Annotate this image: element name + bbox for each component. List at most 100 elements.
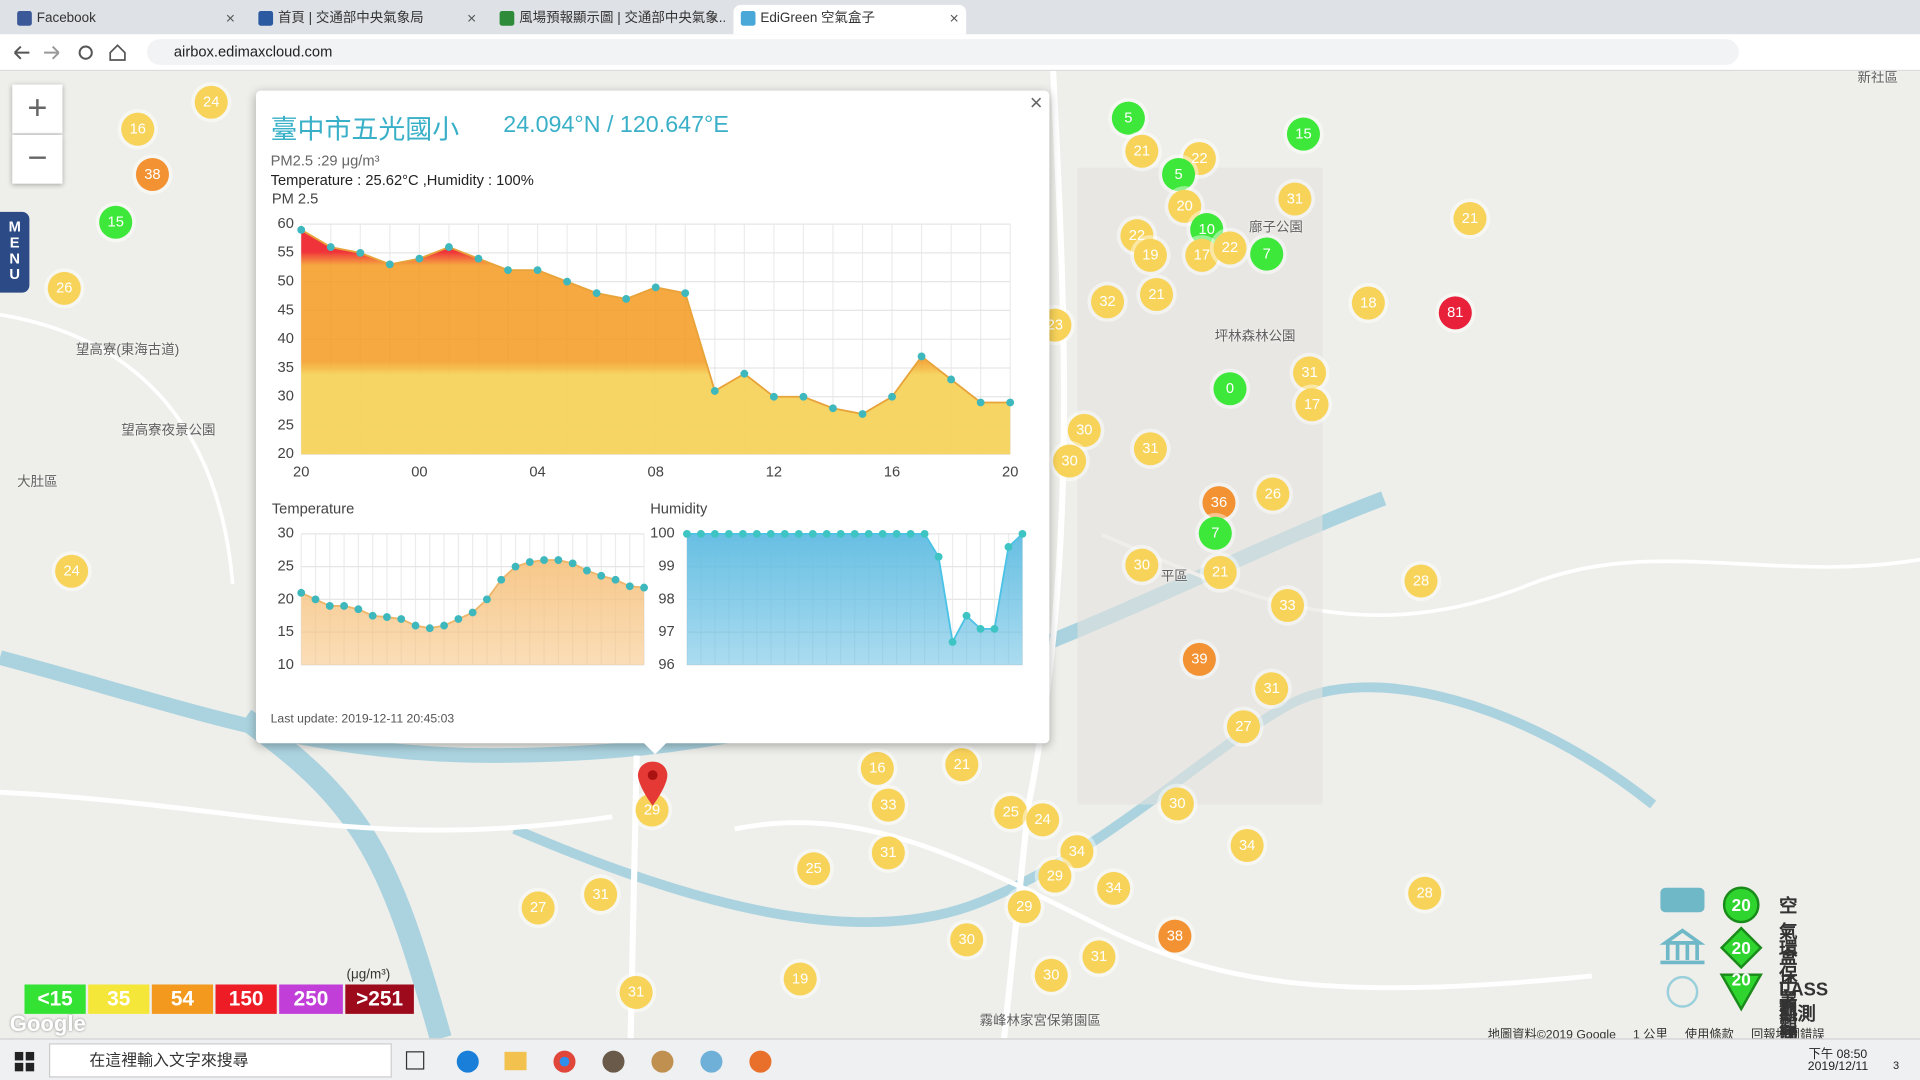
taskbar-apps[interactable]: [404, 1047, 784, 1076]
map-marker[interactable]: 34: [1060, 835, 1094, 869]
map-marker[interactable]: 22: [1182, 142, 1216, 176]
legend-swatch: 250: [279, 984, 343, 1014]
map-marker[interactable]: 21: [1203, 555, 1237, 589]
map-marker[interactable]: 38: [1158, 919, 1192, 953]
map-marker[interactable]: 26: [47, 271, 81, 305]
browser-tab[interactable]: EdiGreen 空氣盒子 ×: [733, 4, 967, 35]
map-marker[interactable]: 19: [1133, 238, 1167, 272]
data-point: [311, 595, 320, 604]
y-tick-label: 99: [658, 559, 674, 575]
data-point: [836, 529, 845, 538]
map-marker[interactable]: 24: [1026, 803, 1060, 837]
map-marker[interactable]: 21: [1125, 134, 1159, 168]
start-button[interactable]: [14, 1051, 35, 1072]
legend-swatch: <15: [24, 984, 86, 1014]
tab-strip: Facebook × 首頁 | 交通部中央氣象局 × 風場預報顯示圖 | 交通部中央氣象…: [0, 0, 1920, 35]
map-marker[interactable]: 21: [1140, 277, 1174, 312]
map-marker[interactable]: 27: [1226, 710, 1261, 744]
close-button[interactable]: ×: [1029, 90, 1043, 116]
map-marker[interactable]: 33: [1271, 588, 1305, 623]
browser-tab[interactable]: 首頁 | 交通部中央氣象局 ×: [251, 5, 484, 34]
map-marker[interactable]: 29: [1038, 859, 1072, 893]
notification-count[interactable]: 3: [1893, 1059, 1900, 1072]
data-point: [533, 266, 542, 275]
map-marker[interactable]: 30: [1160, 787, 1194, 821]
map-marker[interactable]: 22: [1213, 231, 1247, 265]
map-marker[interactable]: 16: [860, 751, 894, 785]
zoom-out[interactable]: −: [12, 134, 63, 184]
map-marker[interactable]: 31: [871, 836, 905, 870]
browser-tab[interactable]: Facebook ×: [10, 5, 243, 34]
map-marker[interactable]: 27: [521, 891, 555, 925]
map-marker[interactable]: 21: [945, 748, 979, 782]
zoom-in[interactable]: +: [12, 84, 63, 134]
map-marker[interactable]: 39: [1182, 642, 1216, 676]
map-marker[interactable]: 16: [121, 112, 155, 146]
map-marker[interactable]: 28: [1408, 876, 1442, 910]
place-label: 廍子公園: [1248, 220, 1303, 236]
nav-buttons[interactable]: [10, 42, 132, 64]
map-marker[interactable]: 7: [1198, 516, 1232, 550]
data-point: [356, 248, 365, 257]
y-tick-label: 40: [278, 331, 294, 347]
map-marker[interactable]: 81: [1438, 296, 1472, 330]
menu-tab[interactable]: MENU: [0, 211, 30, 293]
map-marker[interactable]: 36: [1202, 486, 1236, 520]
map-marker[interactable]: 30: [1034, 958, 1068, 992]
data-point: [622, 294, 631, 303]
browser-tab[interactable]: 風場預報顯示圖 | 交通部中央氣象... ×: [492, 5, 725, 34]
tab-close[interactable]: ×: [708, 8, 718, 27]
map-marker[interactable]: 24: [194, 85, 228, 119]
map-marker[interactable]: 31: [1293, 356, 1327, 390]
map-marker[interactable]: 30: [950, 923, 984, 957]
map-marker[interactable]: 18: [1351, 286, 1385, 320]
map-marker[interactable]: 15: [99, 205, 133, 239]
map-marker[interactable]: 32: [1091, 285, 1125, 319]
map-marker[interactable]: 21: [1453, 202, 1487, 236]
popup-coords: 24.094°N / 120.647°E: [503, 112, 729, 139]
map-marker[interactable]: 31: [1082, 940, 1116, 974]
y-tick-label: 25: [278, 417, 294, 433]
map-marker[interactable]: 5: [1162, 157, 1196, 192]
map-marker[interactable]: 31: [584, 877, 618, 912]
popup-pointer: [642, 742, 668, 755]
search-box[interactable]: 在這裡輸入文字來搜尋: [48, 1043, 392, 1078]
map-marker[interactable]: 38: [135, 157, 169, 192]
map-marker[interactable]: 30: [1125, 548, 1159, 582]
clock-date: 2019/12/11: [1807, 1060, 1869, 1074]
map-marker[interactable]: 30: [1067, 413, 1101, 447]
map-marker[interactable]: 31: [1255, 672, 1289, 706]
data-point: [385, 260, 394, 269]
map-marker[interactable]: 29: [1007, 890, 1041, 924]
map-marker[interactable]: 5: [1111, 101, 1145, 135]
map-marker[interactable]: 25: [994, 795, 1028, 829]
map-marker[interactable]: 34: [1097, 871, 1131, 905]
tab-close[interactable]: ×: [225, 8, 236, 27]
tab-close[interactable]: ×: [467, 8, 477, 27]
map-marker[interactable]: 28: [1404, 564, 1438, 598]
url-field[interactable]: airbox.edimaxcloud.com: [146, 39, 1739, 65]
y-tick-label: 97: [658, 624, 674, 640]
map-marker[interactable]: 19: [783, 962, 817, 996]
y-tick-label: 96: [658, 657, 674, 673]
map-marker[interactable]: 25: [797, 852, 831, 886]
popup-charts: PM 2.5 20 25 30 35 40 45 50 55 60 20 00 04 08 12 16 20 Te…: [272, 191, 1027, 673]
map-marker[interactable]: 26: [1256, 477, 1290, 511]
badge-shape: [1719, 926, 1763, 970]
map-marker[interactable]: 24: [55, 554, 89, 588]
map-marker[interactable]: 17: [1295, 388, 1329, 422]
tab-close[interactable]: ×: [949, 8, 959, 27]
data-point: [681, 289, 690, 298]
map-marker[interactable]: 31: [619, 975, 653, 1009]
map-marker[interactable]: 34: [1230, 828, 1264, 863]
map-marker[interactable]: 33: [871, 788, 905, 822]
map-marker[interactable]: 30: [1053, 444, 1087, 478]
map-marker[interactable]: 15: [1286, 117, 1321, 151]
map-marker[interactable]: 7: [1250, 237, 1284, 271]
map-marker[interactable]: 31: [1133, 432, 1167, 466]
map-marker[interactable]: 0: [1213, 372, 1247, 406]
map-marker[interactable]: 17: [1185, 238, 1219, 272]
data-point: [411, 621, 420, 630]
map-marker[interactable]: 31: [1278, 182, 1312, 216]
